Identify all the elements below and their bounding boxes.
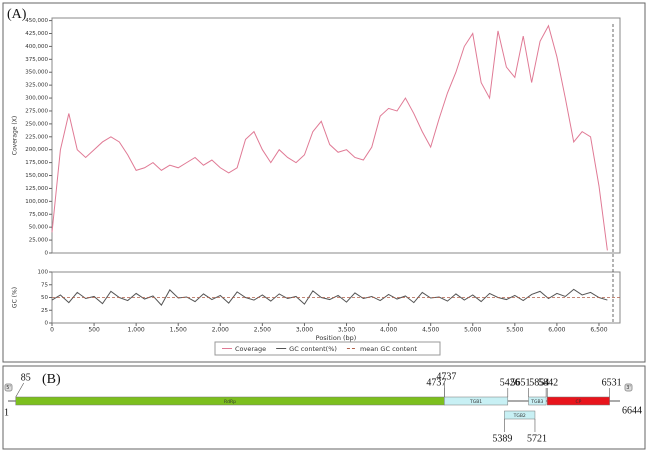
y-tick-label: 100,000 xyxy=(25,199,48,205)
y-tick-label: 225,000 xyxy=(25,134,48,140)
x-tick-label: 5,500 xyxy=(506,327,523,334)
position-label: 4737 xyxy=(426,377,446,388)
position-label: 6531 xyxy=(602,377,622,388)
x-tick-label: 6,000 xyxy=(548,327,565,334)
y-tick-label: 200,000 xyxy=(25,147,48,153)
y-tick-label: 375,000 xyxy=(25,57,48,63)
gene-name: TGB1 xyxy=(469,399,482,405)
y-tick-label: 25 xyxy=(41,308,48,314)
x-tick-label: 2,000 xyxy=(212,327,229,334)
genome-end: 6644 xyxy=(622,405,642,416)
data-line xyxy=(51,288,608,307)
x-tick-label: 4,500 xyxy=(422,327,439,334)
x-tick-label: 1,000 xyxy=(128,327,145,334)
y-tick-label: 150,000 xyxy=(25,173,48,179)
y-tick-label: 425,000 xyxy=(25,31,48,37)
position-label: 5426 xyxy=(500,377,520,388)
gene xyxy=(528,396,547,406)
tick xyxy=(15,382,24,398)
x-tick-label: 1,500 xyxy=(170,327,187,334)
y-tick-label: 400,000 xyxy=(25,44,48,50)
y-tick-label: 0 xyxy=(45,251,49,257)
gene xyxy=(504,410,536,420)
gene xyxy=(444,396,509,406)
gene-name: CP xyxy=(575,399,581,405)
x-tick-label: 500 xyxy=(88,327,100,334)
position-label: 5842 xyxy=(538,377,558,388)
end-tag xyxy=(624,383,633,392)
x-tick-label: 2,500 xyxy=(254,327,271,334)
panel-label: (A) xyxy=(7,7,27,22)
position-label: 5651 xyxy=(511,377,531,388)
legend-label: Coverage xyxy=(235,345,266,353)
panel-a-frame xyxy=(2,2,646,363)
genome-start: 1 xyxy=(4,407,9,418)
y-tick-label: 350,000 xyxy=(25,70,48,76)
y-tick-label: 450,000 xyxy=(25,18,48,24)
y-axis-label: Coverage (X) xyxy=(12,116,19,155)
gene-name: RdRp xyxy=(224,399,236,405)
y-tick-label: 100 xyxy=(38,270,49,276)
x-tick-label: 3,000 xyxy=(296,327,313,334)
three-prime: 3' xyxy=(626,385,631,391)
y-axis-label: GC (%) xyxy=(12,287,19,308)
panel-label: (B) xyxy=(42,372,61,387)
end-tag xyxy=(4,383,13,392)
y-tick-label: 75,000 xyxy=(29,212,49,218)
y-tick-label: 0 xyxy=(45,321,49,327)
legend-label: GC content(%) xyxy=(289,345,337,353)
x-tick-label: 6,500 xyxy=(590,327,607,334)
x-tick-label: 0 xyxy=(50,327,54,334)
y-tick-label: 325,000 xyxy=(25,83,48,89)
x-tick-label: 3,500 xyxy=(338,327,355,334)
y-tick-label: 50,000 xyxy=(29,225,49,231)
y-tick-label: 125,000 xyxy=(25,186,48,192)
gene-name: TGB2 xyxy=(513,413,526,419)
plot-area xyxy=(51,17,621,254)
y-tick-label: 275,000 xyxy=(25,108,48,114)
position-label: 5721 xyxy=(527,433,547,444)
legend-label: mean GC content xyxy=(360,345,417,353)
legend-box xyxy=(214,341,441,356)
x-tick-label: 4,000 xyxy=(380,327,397,334)
y-tick-label: 300,000 xyxy=(25,96,48,102)
x-tick-label: 5,000 xyxy=(464,327,481,334)
y-tick-label: 250,000 xyxy=(25,121,48,127)
gene xyxy=(546,396,610,406)
y-tick-label: 175,000 xyxy=(25,160,48,166)
panel-b-frame xyxy=(2,365,646,450)
data-line xyxy=(51,24,608,251)
x-axis-label: Position (bp) xyxy=(316,334,357,342)
position-label: 85 xyxy=(21,372,31,383)
gene-name: TGB3 xyxy=(530,399,543,405)
position-label: 4737 xyxy=(436,371,456,382)
y-tick-label: 50 xyxy=(41,295,48,301)
five-prime: 5' xyxy=(6,385,11,391)
y-tick-label: 75 xyxy=(41,282,48,288)
position-label: 5389 xyxy=(492,433,512,444)
y-tick-label: 25,000 xyxy=(29,238,49,244)
position-label: 5854 xyxy=(529,377,549,388)
